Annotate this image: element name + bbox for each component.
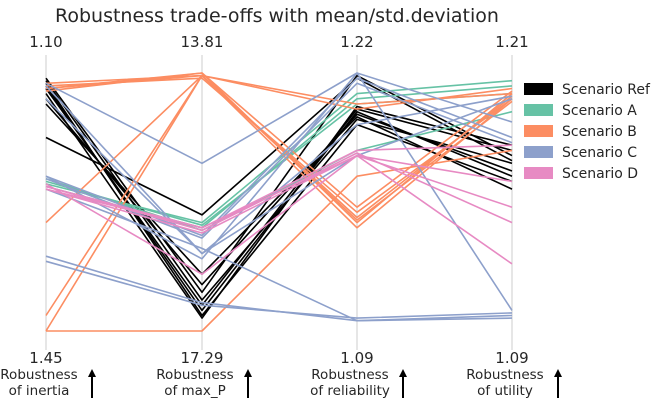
axis-top-tick-label: 13.81 — [181, 33, 224, 51]
series-line — [45, 144, 513, 229]
axis-label: Robustness — [156, 367, 233, 383]
axis-top-tick-label: 1.21 — [495, 33, 528, 51]
legend-swatch — [524, 125, 553, 137]
series-line — [45, 74, 513, 332]
direction-arrow-head — [244, 369, 252, 377]
legend-swatch — [524, 104, 553, 116]
series-line — [45, 85, 513, 255]
series-line — [45, 154, 513, 229]
legend-label: Scenario D — [562, 166, 638, 182]
series-line — [45, 72, 513, 208]
series-line — [45, 98, 513, 286]
legend-label: Scenario Ref — [562, 82, 651, 98]
direction-arrow-head — [399, 369, 407, 377]
legend-swatch — [524, 167, 553, 179]
chart-title: Robustness trade-offs with mean/std.devi… — [55, 5, 499, 27]
series-line — [45, 103, 513, 276]
series-line — [45, 74, 513, 294]
series-line — [46, 149, 513, 332]
axis-bottom-tick-label: 1.45 — [29, 349, 62, 367]
axis-label: of utility — [477, 383, 533, 399]
axis-bottom-tick-label: 1.09 — [340, 349, 373, 367]
series-line — [45, 74, 513, 316]
legend: Scenario Ref Scenario A Scenario B Scenario… — [524, 82, 651, 182]
legend-label: Scenario A — [562, 103, 637, 119]
legend-swatch — [524, 83, 553, 95]
series-line — [45, 72, 513, 260]
axis-label: Robustness — [466, 367, 543, 383]
legend-swatch — [524, 146, 553, 158]
series-line — [45, 188, 513, 322]
series-line — [45, 77, 513, 237]
axis-label: of inertia — [9, 383, 70, 399]
series-line — [45, 80, 513, 301]
axis-top-tick-label: 1.22 — [340, 33, 373, 51]
axis-label: of reliability — [310, 383, 390, 399]
series-line — [45, 260, 513, 319]
axis-top-tick-label: 1.10 — [29, 33, 62, 51]
series-line — [45, 77, 513, 214]
series-line — [45, 154, 513, 265]
direction-arrow-head — [88, 369, 96, 377]
axis-bottom-tick-label: 17.29 — [181, 349, 224, 367]
series-line — [45, 154, 513, 276]
legend-label: Scenario B — [562, 124, 637, 140]
legend-label: Scenario C — [562, 145, 637, 161]
axis-label: of max_P — [164, 383, 226, 399]
series-lines-layer — [45, 72, 513, 332]
axis-bottom-tick-label: 1.09 — [495, 349, 528, 367]
series-line — [45, 255, 513, 322]
series-line — [45, 72, 513, 311]
series-line — [45, 74, 513, 221]
axis-label: Robustness — [311, 367, 388, 383]
axis-label: Robustness — [0, 367, 77, 383]
direction-arrow-head — [554, 369, 562, 377]
